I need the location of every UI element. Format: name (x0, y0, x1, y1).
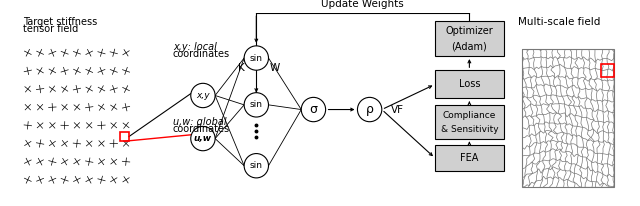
Circle shape (244, 93, 269, 117)
Circle shape (244, 46, 269, 70)
Text: Optimizer: Optimizer (445, 26, 493, 36)
Text: Compliance: Compliance (443, 111, 496, 120)
Text: sin: sin (250, 54, 263, 63)
Circle shape (191, 83, 215, 108)
Bar (435, 145, 504, 171)
Bar (522, 49, 614, 187)
Text: Update Weights: Update Weights (321, 0, 404, 9)
Text: σ: σ (310, 103, 317, 116)
Circle shape (358, 97, 382, 122)
Text: & Sensitivity: & Sensitivity (440, 125, 498, 134)
Text: tensor field: tensor field (23, 24, 78, 34)
Text: sin: sin (250, 161, 263, 170)
Text: coordinates: coordinates (173, 124, 230, 134)
Bar (601, 64, 614, 77)
Text: coordinates: coordinates (173, 49, 230, 59)
Bar (120, 132, 129, 141)
Text: Multi-scale field: Multi-scale field (518, 17, 600, 27)
Text: u,w: u,w (194, 134, 212, 143)
Text: x,y: local: x,y: local (173, 42, 217, 52)
Text: x,y: x,y (196, 91, 210, 100)
Bar (435, 21, 504, 56)
Text: W: W (270, 63, 280, 73)
Text: (Adam): (Adam) (451, 42, 487, 52)
Text: u,w: global: u,w: global (173, 117, 227, 127)
Bar (435, 70, 504, 98)
Circle shape (191, 126, 215, 151)
Text: Loss: Loss (459, 79, 480, 89)
Circle shape (301, 97, 326, 122)
Text: sin: sin (250, 100, 263, 109)
Text: VF: VF (391, 104, 404, 115)
Circle shape (244, 153, 269, 178)
Text: Target stiffness: Target stiffness (23, 17, 97, 27)
Text: FEA: FEA (460, 153, 479, 163)
Text: ρ: ρ (365, 103, 374, 116)
Bar (435, 105, 504, 139)
Text: K: K (238, 63, 244, 73)
